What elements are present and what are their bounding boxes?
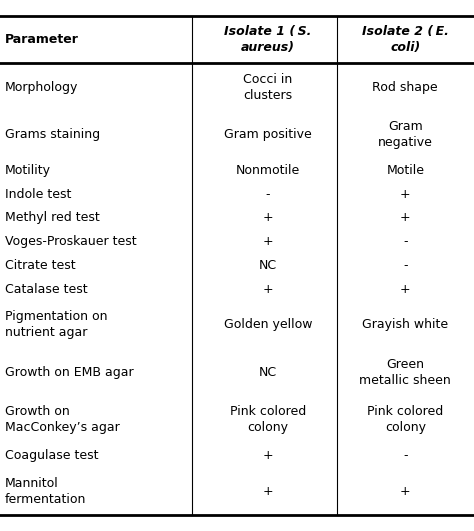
Text: Rod shape: Rod shape [373,81,438,94]
Text: +: + [263,283,273,296]
Text: Grayish white: Grayish white [362,319,448,331]
Text: Citrate test: Citrate test [5,259,75,272]
Text: Pigmentation on
nutrient agar: Pigmentation on nutrient agar [5,311,107,339]
Text: -: - [403,449,408,462]
Text: Gram
negative: Gram negative [378,121,433,149]
Text: +: + [263,449,273,462]
Text: +: + [400,211,410,225]
Text: NC: NC [259,259,277,272]
Text: Isolate 1 ( S.
aureus): Isolate 1 ( S. aureus) [224,25,311,54]
Text: -: - [265,187,270,201]
Text: -: - [403,235,408,248]
Text: Mannitol
fermentation: Mannitol fermentation [5,477,86,506]
Text: Coagulase test: Coagulase test [5,449,98,462]
Text: +: + [263,235,273,248]
Text: +: + [400,283,410,296]
Text: Pink colored
colony: Pink colored colony [230,406,306,434]
Text: Nonmotile: Nonmotile [236,164,300,177]
Text: NC: NC [259,366,277,379]
Text: Cocci in
clusters: Cocci in clusters [243,73,292,102]
Text: -: - [403,259,408,272]
Text: +: + [400,485,410,498]
Text: Methyl red test: Methyl red test [5,211,100,225]
Text: Indole test: Indole test [5,187,71,201]
Text: Parameter: Parameter [5,33,79,46]
Text: Gram positive: Gram positive [224,129,312,141]
Text: Motile: Motile [386,164,424,177]
Text: Growth on
MacConkey’s agar: Growth on MacConkey’s agar [5,406,119,434]
Text: Catalase test: Catalase test [5,283,87,296]
Text: Motility: Motility [5,164,51,177]
Text: +: + [263,485,273,498]
Text: +: + [263,211,273,225]
Text: Voges-Proskauer test: Voges-Proskauer test [5,235,137,248]
Text: Isolate 2 ( E.
coli): Isolate 2 ( E. coli) [362,25,449,54]
Text: Growth on EMB agar: Growth on EMB agar [5,366,133,379]
Text: Pink colored
colony: Pink colored colony [367,406,443,434]
Text: Grams staining: Grams staining [5,129,100,141]
Text: Morphology: Morphology [5,81,78,94]
Text: +: + [400,187,410,201]
Text: Green
metallic sheen: Green metallic sheen [359,358,451,387]
Text: Golden yellow: Golden yellow [224,319,312,331]
